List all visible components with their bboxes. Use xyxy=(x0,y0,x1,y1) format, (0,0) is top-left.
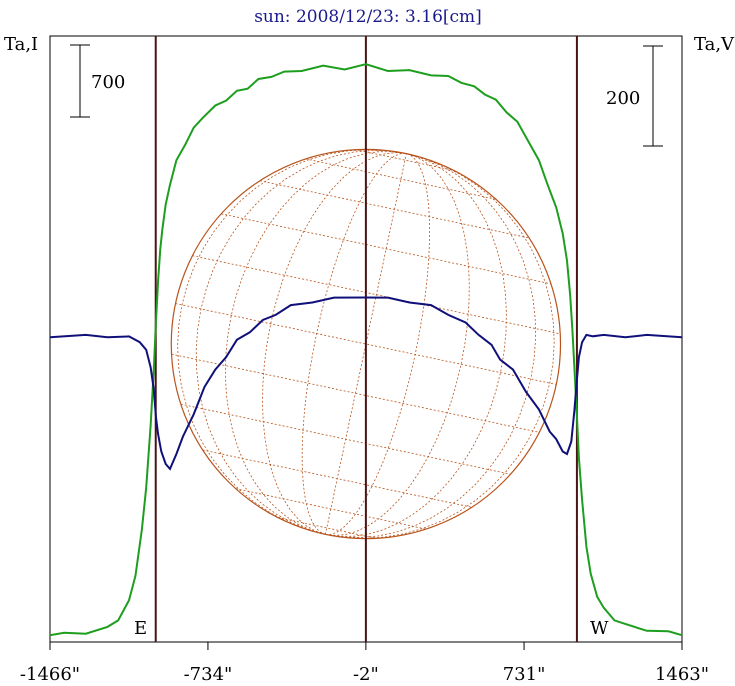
disk-meridian xyxy=(325,153,537,538)
disk-meridian xyxy=(325,153,507,537)
x-tick-label-1: -734" xyxy=(184,664,233,685)
disk-meridian xyxy=(325,153,555,539)
x-tick-label-2: -2" xyxy=(353,664,379,685)
x-tick-label-0: -1466" xyxy=(20,664,80,685)
disk-parallel xyxy=(305,158,497,200)
disk-meridian xyxy=(325,153,431,535)
series-line-ta-i xyxy=(49,63,683,637)
disk-parallel xyxy=(355,149,455,171)
vertical-lines xyxy=(154,36,578,642)
x-tick-label-4: 1463" xyxy=(655,664,709,685)
disk-meridian xyxy=(224,151,407,535)
x-tick-label-3: 731" xyxy=(503,664,546,685)
y-axis-label-left: Ta,I xyxy=(4,34,38,55)
x-axis: -1466" -734" -2" 731" 1463" xyxy=(20,642,709,685)
disk-meridian xyxy=(262,152,407,535)
series-lines xyxy=(49,63,683,637)
scale-label-right: 200 xyxy=(606,88,640,109)
series-line-ta-v xyxy=(49,296,683,471)
east-marker: E xyxy=(134,618,147,639)
disk-meridian xyxy=(195,150,407,535)
disk-meridian xyxy=(325,153,470,536)
scale-bar-right xyxy=(643,45,663,147)
scale-bar-left xyxy=(70,44,90,118)
disk-meridian xyxy=(301,153,407,535)
west-marker: W xyxy=(590,618,609,639)
disk-parallel xyxy=(235,488,427,530)
disk-parallel xyxy=(221,213,552,285)
disk-meridian xyxy=(177,149,407,535)
y-axis-label-right: Ta,V xyxy=(694,34,735,55)
chart-title: sun: 2008/12/23: 3.16[cm] xyxy=(254,7,482,27)
scale-label-left: 700 xyxy=(91,72,125,93)
